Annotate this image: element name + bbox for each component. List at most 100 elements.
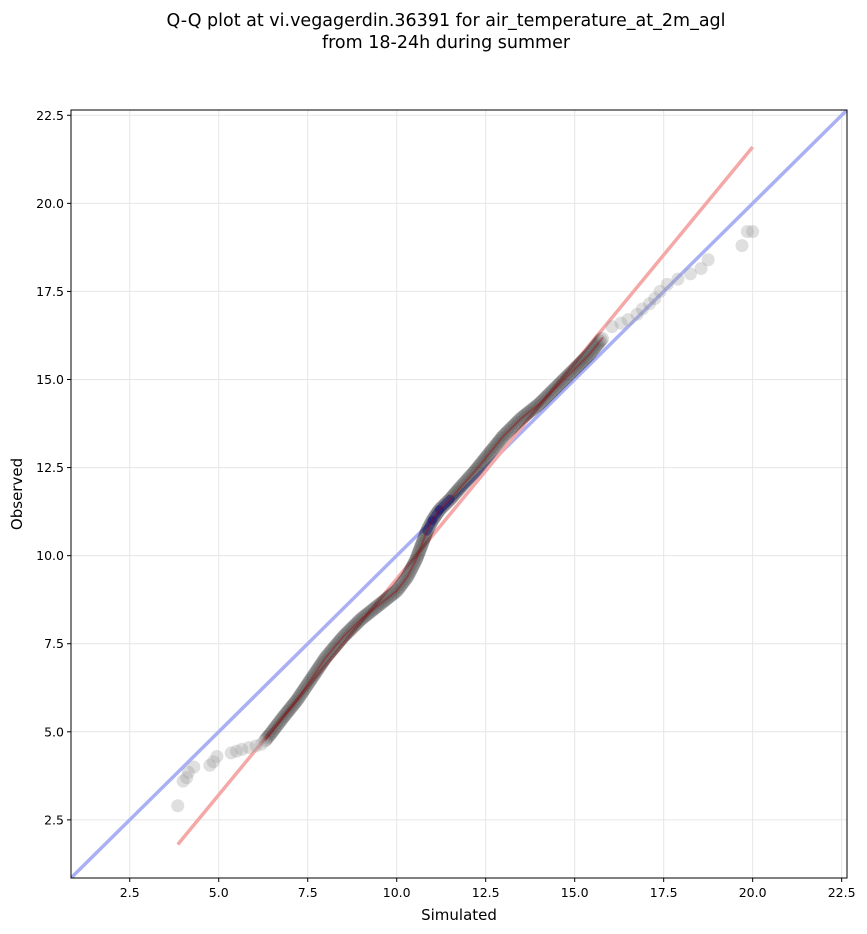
qq-point xyxy=(206,755,220,769)
qq-point xyxy=(568,360,583,375)
qq-point xyxy=(578,351,593,366)
qq-point xyxy=(373,596,388,611)
y-axis-ticks: 2.5 5.0 7.5 10.0 12.5 15.0 17.5 20.0 22.5 xyxy=(36,108,71,827)
qq-point xyxy=(694,262,708,276)
qq-point xyxy=(415,536,430,551)
qq-point xyxy=(515,410,530,425)
qq-point xyxy=(453,479,468,494)
qq-point xyxy=(746,225,760,239)
qq-point xyxy=(286,697,301,712)
qq-point xyxy=(385,587,400,602)
qq-point xyxy=(461,471,476,486)
qq-point xyxy=(564,364,579,379)
qq-point xyxy=(352,613,367,628)
qq-point xyxy=(566,363,581,378)
qq-point xyxy=(511,413,526,428)
qq-point xyxy=(477,452,492,467)
qq-point xyxy=(224,746,238,760)
qq-point xyxy=(300,676,315,691)
qq-point xyxy=(471,459,486,474)
qq-point xyxy=(580,349,595,364)
qq-point xyxy=(210,749,224,763)
x-tick-label: 22.5 xyxy=(828,885,856,900)
qq-point xyxy=(468,464,483,479)
qq-point xyxy=(311,660,326,675)
qq-point xyxy=(562,367,577,382)
qq-point xyxy=(263,726,278,741)
qq-point xyxy=(581,347,596,362)
qq-point xyxy=(589,339,604,354)
qq-point xyxy=(367,601,382,616)
qq-point xyxy=(460,472,475,487)
qq-point xyxy=(327,640,342,655)
qq-point xyxy=(331,635,346,650)
qq-point xyxy=(308,665,323,680)
qq-point xyxy=(469,462,484,477)
qq-point xyxy=(262,727,277,742)
qq-point xyxy=(408,553,423,568)
qq-point xyxy=(296,683,311,698)
qq-point xyxy=(532,397,547,412)
qq-point xyxy=(284,700,299,715)
qq-point xyxy=(265,724,280,739)
grid-lines xyxy=(71,110,847,878)
qq-point xyxy=(314,657,329,672)
qq-point xyxy=(317,652,332,667)
qq-point xyxy=(383,588,398,603)
qq-point xyxy=(310,662,325,677)
qq-point xyxy=(701,253,715,267)
qq-point xyxy=(258,733,272,748)
qq-point xyxy=(464,468,479,483)
qq-point xyxy=(395,576,410,591)
qq-point xyxy=(411,545,426,560)
qq-point xyxy=(365,602,380,617)
qq-point xyxy=(495,430,510,445)
qq-point xyxy=(275,710,290,725)
x-tick-label: 17.5 xyxy=(650,885,678,900)
qq-point xyxy=(339,626,354,641)
qq-point xyxy=(507,418,522,433)
qq-point xyxy=(388,585,403,600)
qq-point xyxy=(490,436,505,451)
qq-point xyxy=(344,621,359,636)
qq-point xyxy=(297,681,312,696)
x-tick-label: 2.5 xyxy=(120,885,140,900)
qq-point xyxy=(574,355,589,370)
qq-point xyxy=(360,607,375,622)
qq-point xyxy=(203,758,217,772)
qq-point xyxy=(560,368,575,383)
qq-point xyxy=(496,428,511,443)
x-axis-ticks: 2.5 5.0 7.5 10.0 12.5 15.0 17.5 20.0 22.5 xyxy=(120,878,856,900)
qq-point xyxy=(274,712,289,727)
qq-point xyxy=(305,670,320,685)
qq-point xyxy=(648,291,662,305)
qq-point xyxy=(523,404,538,419)
qq-point xyxy=(323,644,338,659)
qq-point xyxy=(319,649,334,664)
qq-point xyxy=(503,422,518,437)
qq-points xyxy=(171,225,760,813)
qq-point xyxy=(293,688,308,703)
qq-point xyxy=(517,408,532,423)
qq-point xyxy=(529,399,544,414)
qq-point xyxy=(549,379,564,394)
qq-point xyxy=(478,450,493,465)
qq-point xyxy=(268,720,283,735)
qq-point xyxy=(527,400,542,415)
qq-point xyxy=(180,771,194,785)
qq-point xyxy=(267,721,282,736)
qq-point xyxy=(348,617,363,632)
qq-point xyxy=(466,465,481,480)
qq-point xyxy=(630,307,644,321)
qq-point xyxy=(642,297,656,311)
qq-point xyxy=(315,655,330,670)
qq-point xyxy=(594,331,609,346)
qq-point xyxy=(343,622,358,637)
qq-point xyxy=(740,225,754,239)
qq-point xyxy=(411,546,426,561)
qq-point xyxy=(354,612,369,627)
qq-point xyxy=(332,634,347,649)
x-axis-label: Simulated xyxy=(421,906,497,924)
qq-point xyxy=(567,361,582,376)
